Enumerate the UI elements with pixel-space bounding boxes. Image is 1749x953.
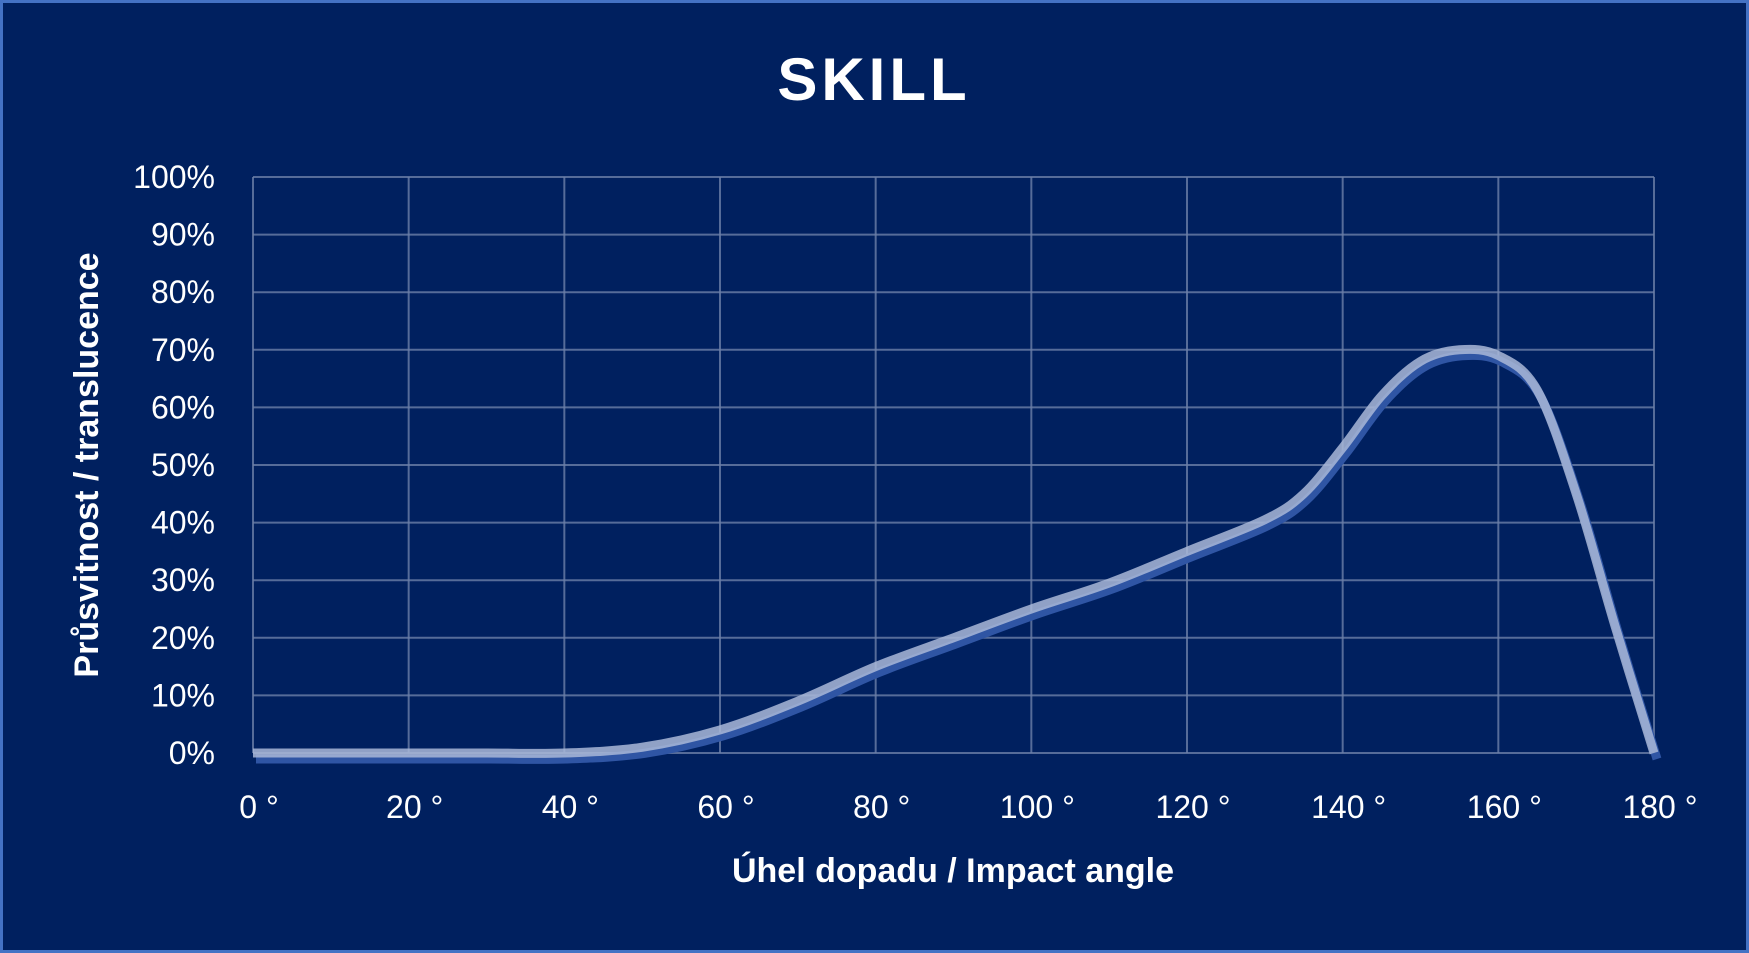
- y-tick-label: 0%: [169, 735, 215, 771]
- x-axis-label: Úhel dopadu / Impact angle: [732, 852, 1174, 890]
- y-tick-label: 40%: [151, 505, 215, 541]
- series-line: [253, 344, 1659, 758]
- x-tick-label: 80 °: [853, 789, 910, 825]
- y-tick-label: 60%: [151, 389, 215, 425]
- chart-title: SKILL: [777, 46, 970, 113]
- grid: [252, 176, 1655, 754]
- y-tick-label: 20%: [151, 620, 215, 656]
- y-tick-label: 90%: [151, 217, 215, 253]
- y-axis-label: Průsvitnost / translucence: [68, 252, 106, 677]
- x-tick-label: 120 °: [1155, 789, 1230, 825]
- x-tick-label: 0 °: [239, 789, 278, 825]
- y-tick-label: 70%: [151, 332, 215, 368]
- series-lines: [253, 344, 1662, 764]
- x-tick-label: 180 °: [1622, 789, 1697, 825]
- y-tick-label: 80%: [151, 274, 215, 310]
- x-tick-label: 20 °: [386, 789, 443, 825]
- series-line-shadow: [256, 350, 1662, 764]
- x-tick-label: 160 °: [1467, 789, 1542, 825]
- x-tick-label: 60 °: [697, 789, 754, 825]
- y-tick-label: 50%: [151, 447, 215, 483]
- x-axis-ticks: 0 ° 20 ° 40 ° 60 ° 80 ° 100 ° 120 ° 140 ° 160 ° 1…: [239, 789, 1697, 825]
- x-tick-label: 40 °: [542, 789, 599, 825]
- y-axis-ticks: 0% 10% 20% 30% 40% 50% 60% 70% 80% 90% 100%: [133, 159, 215, 771]
- y-tick-label: 30%: [151, 562, 215, 598]
- y-tick-label: 100%: [133, 159, 215, 195]
- x-tick-label: 100 °: [1000, 789, 1075, 825]
- y-tick-label: 10%: [151, 677, 215, 713]
- x-tick-label: 140 °: [1311, 789, 1386, 825]
